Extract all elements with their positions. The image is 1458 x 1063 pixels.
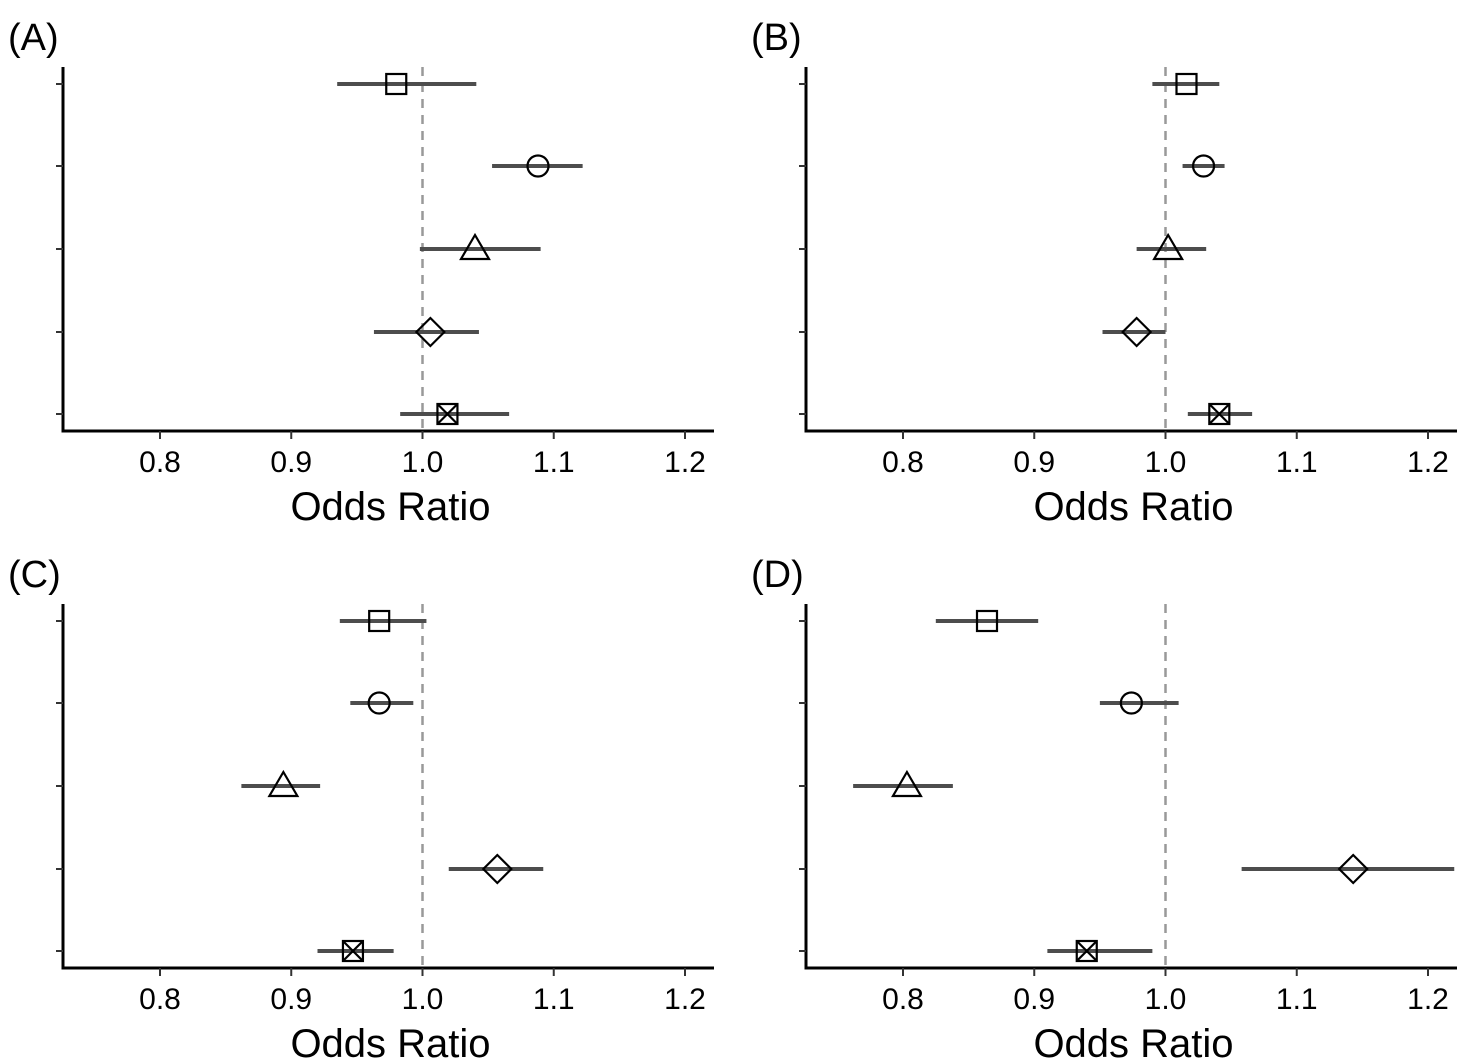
x-tick-label: 1.2 [1407,983,1449,1016]
x-axis-title: Odds Ratio [290,485,490,529]
x-tick-label: 1.1 [533,446,575,479]
x-tick-label: 0.8 [882,446,924,479]
x-tick-label: 0.9 [270,983,312,1016]
cross-line [1075,940,1098,962]
crossed-square-marker [436,402,459,426]
square-marker [1175,72,1198,96]
panel-label: (D) [751,554,804,596]
square-marker [368,609,391,633]
panel-label: (A) [8,17,59,59]
crossed-square-marker [341,939,365,963]
x-axis-title: Odds Ratio [1033,485,1233,529]
x-tick-label: 1.0 [1145,983,1187,1016]
triangle-marker [891,769,923,798]
diamond-marker [414,316,446,348]
cross-line [1208,403,1231,425]
crossed-square-marker [1075,939,1098,963]
diamond-marker [1121,316,1153,348]
circle-marker [526,154,550,178]
x-tick-label: 1.1 [533,983,575,1016]
x-tick-label: 0.8 [882,983,924,1016]
triangle-marker [267,769,300,798]
triangle-marker [459,232,491,261]
x-tick-label: 1.0 [1145,446,1187,479]
panel-label: (B) [751,17,802,59]
x-tick-label: 0.9 [270,446,312,479]
x-tick-label: 0.8 [139,983,181,1016]
cross-line [342,940,364,962]
x-axis-title: Odds Ratio [1033,1022,1233,1063]
circle-marker [1119,691,1143,715]
x-tick-label: 1.1 [1276,983,1318,1016]
triangle-marker [1152,232,1185,261]
cross-line [436,403,459,425]
circle-marker [367,691,391,715]
x-tick-label: 1.0 [402,446,444,479]
x-axis-title: Odds Ratio [290,1022,490,1063]
x-tick-label: 0.9 [1013,446,1055,479]
crossed-square-marker [1208,402,1231,426]
panel-b: (B) 0.8 0.9 1.0 1.1 1.2 Odds Ratio [751,17,1457,529]
x-tick-label: 1.2 [664,983,706,1016]
x-tick-label: 1.2 [1407,446,1449,479]
panel-d: (D) 0.8 0.9 1.0 1.1 1.2 Odds Ratio [751,554,1457,1063]
diamond-marker [1337,853,1369,885]
x-tick-label: 1.0 [402,983,444,1016]
panel-label: (C) [8,554,61,596]
x-tick-label: 1.2 [664,446,706,479]
panel-a: (A) 0.8 0.9 1.0 1.1 1.2 Odds Ratio [8,17,714,529]
square-marker [385,72,408,96]
diamond-marker [481,853,513,885]
panel-c: (C) 0.8 0.9 1.0 1.1 1.2 Odds Ratio [8,554,714,1063]
x-tick-label: 0.8 [139,446,181,479]
square-marker [975,609,999,633]
circle-marker [1191,154,1216,178]
x-tick-label: 1.1 [1276,446,1318,479]
x-tick-label: 0.9 [1013,983,1055,1016]
